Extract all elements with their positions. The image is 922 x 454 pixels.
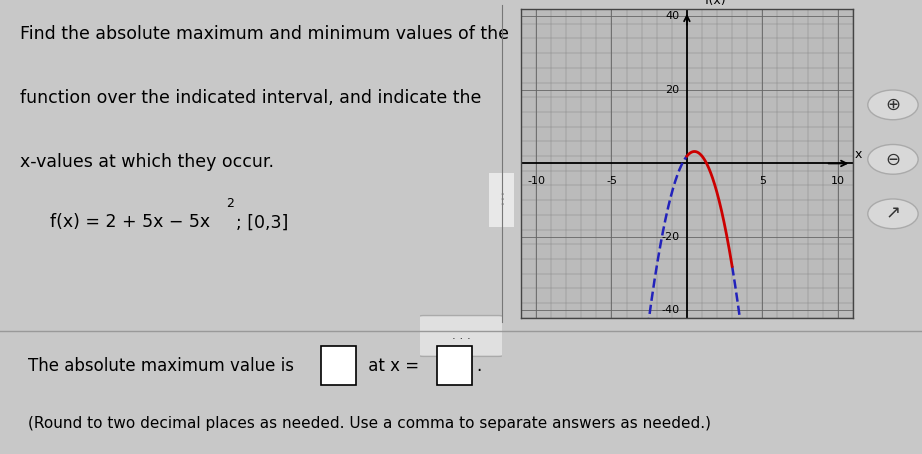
Text: f(x) = 2 + 5x − 5x: f(x) = 2 + 5x − 5x	[50, 213, 210, 232]
Text: function over the indicated interval, and indicate the: function over the indicated interval, an…	[20, 89, 481, 107]
Bar	[321, 346, 356, 385]
Text: -5: -5	[606, 176, 617, 186]
FancyBboxPatch shape	[415, 316, 507, 356]
Text: ↗: ↗	[885, 205, 901, 223]
Text: ; [0,3]: ; [0,3]	[236, 213, 289, 232]
Text: ⊕: ⊕	[885, 96, 901, 114]
Text: ⋮: ⋮	[494, 192, 509, 207]
Text: x-values at which they occur.: x-values at which they occur.	[20, 153, 274, 171]
Text: .: .	[476, 357, 481, 375]
Text: The absolute maximum value is: The absolute maximum value is	[28, 357, 299, 375]
Circle shape	[868, 199, 918, 229]
Text: x: x	[855, 148, 862, 161]
Text: f(x): f(x)	[705, 0, 727, 6]
Text: . . .: . . .	[452, 330, 470, 342]
Circle shape	[868, 144, 918, 174]
Text: 2: 2	[227, 197, 234, 210]
Text: 20: 20	[665, 85, 680, 95]
Text: 40: 40	[665, 11, 680, 21]
Circle shape	[868, 90, 918, 120]
Text: ⊖: ⊖	[885, 150, 901, 168]
Text: Find the absolute maximum and minimum values of the: Find the absolute maximum and minimum va…	[20, 25, 509, 44]
Text: -40: -40	[661, 306, 680, 316]
Text: at x =: at x =	[363, 357, 425, 375]
Text: (Round to two decimal places as needed. Use a comma to separate answers as neede: (Round to two decimal places as needed. …	[28, 416, 711, 431]
Text: -10: -10	[527, 176, 545, 186]
Text: 10: 10	[831, 176, 845, 186]
FancyBboxPatch shape	[486, 167, 517, 232]
Text: 5: 5	[759, 176, 766, 186]
Bar	[437, 346, 472, 385]
Text: -20: -20	[661, 232, 680, 242]
